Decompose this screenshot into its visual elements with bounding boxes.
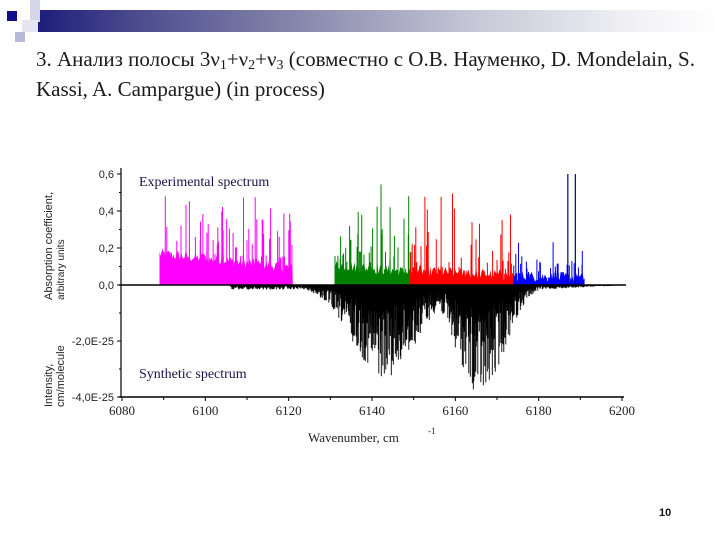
y-tick-label: 0,0 <box>99 280 114 292</box>
y-label-line: Intensity, <box>43 364 55 407</box>
experimental-spectrum-plot <box>159 174 585 285</box>
x-tick-label: 6140 <box>359 403 385 418</box>
decoration-square <box>22 20 38 32</box>
x-tick-label: 6100 <box>192 403 218 418</box>
x-tick-label: 6160 <box>442 403 468 418</box>
x-axis-label: Wavenumber, cm <box>308 430 399 445</box>
x-tick-label: 6120 <box>276 403 302 418</box>
y-label-line: arbitrary units <box>56 239 67 300</box>
experimental-annotation: Experimental spectrum <box>139 175 269 190</box>
spectral-lines <box>334 184 416 285</box>
y-label-line: cm/molecule <box>55 345 67 407</box>
upper-y-axis-label: Absorption coefficient, arbitrary units <box>43 192 67 300</box>
y-tick-label: 0,2 <box>99 243 114 255</box>
subscript: 2 <box>248 58 256 73</box>
slide-number: 10 <box>659 507 672 519</box>
title-text: +ν <box>255 47 277 71</box>
x-tick-label: 6080 <box>109 403 135 418</box>
title-text: (совместно с О.В. Науменко, D. Mondelain… <box>36 47 695 101</box>
synthetic-spectrum-plot <box>229 285 623 390</box>
synthetic-annotation: Synthetic spectrum <box>139 367 247 382</box>
y-tick-label: 0,6 <box>99 169 114 181</box>
spectral-lines <box>410 193 512 285</box>
x-axis-label-superscript: -1 <box>428 426 436 436</box>
title-decoration-bar <box>30 10 720 32</box>
y-tick-label: -4,0E-25 <box>72 392 114 404</box>
decoration-square <box>30 0 40 22</box>
spectral-lines <box>513 242 583 285</box>
lower-y-axis-label: Intensity, cm/molecule <box>43 345 67 407</box>
spectrum-band <box>159 248 293 285</box>
y-tick-label: 0,4 <box>99 206 114 218</box>
decoration-square <box>7 11 17 21</box>
spectrum-band <box>334 260 418 285</box>
decoration-square <box>15 32 25 42</box>
subscript: 1 <box>219 58 227 73</box>
synthetic-lines <box>229 285 623 390</box>
x-tick-label: 6180 <box>526 403 552 418</box>
y-label-line: Absorption coefficient, <box>43 192 55 300</box>
y-tick-label: -2,0E-25 <box>72 336 114 348</box>
title-text: +ν <box>226 47 249 71</box>
subscript: 3 <box>276 58 284 73</box>
x-tick-label: 6200 <box>609 403 635 418</box>
spectral-lines <box>164 196 293 285</box>
slide-title: 3. Анализ полосы 3ν1+ν2+ν3 (совместно с … <box>36 44 716 104</box>
title-text: 3. Анализ полосы 3ν <box>36 47 220 71</box>
